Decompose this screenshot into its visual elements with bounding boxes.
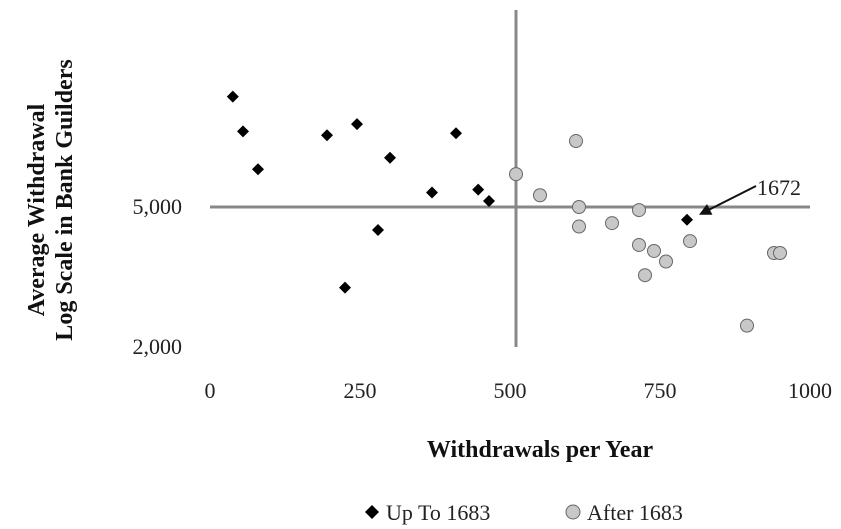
point-after-1683: [533, 188, 547, 203]
point-up-to-1683: [252, 163, 264, 176]
annotation: 1672: [699, 175, 801, 215]
point-up-to-1683: [351, 118, 363, 131]
point-after-1683: [659, 254, 673, 269]
point-after-1683: [632, 237, 646, 252]
tick-labels: 0 250 500 750 1000 2,000 5,000: [133, 194, 833, 403]
point-after-1683: [572, 219, 586, 234]
x-tick-label: 0: [205, 378, 216, 403]
point-after-1683: [605, 216, 619, 231]
x-tick-label: 1000: [788, 378, 832, 403]
point-up-to-1683: [483, 195, 495, 208]
point-up-to-1683: [681, 213, 693, 226]
legend-label-after-1683: After 1683: [587, 500, 683, 525]
annotation-arrow: [704, 185, 757, 213]
x-tick-label: 500: [494, 378, 527, 403]
point-after-1683: [509, 167, 523, 182]
x-tick-label: 750: [644, 378, 677, 403]
point-after-1683: [638, 268, 652, 283]
reference-lines: [210, 10, 810, 347]
point-up-to-1683: [384, 151, 396, 164]
point-after-1683: [773, 246, 787, 261]
point-after-1683: [683, 234, 697, 249]
point-after-1683: [569, 134, 583, 149]
point-after-1683: [632, 203, 646, 218]
x-tick-label: 250: [344, 378, 377, 403]
point-up-to-1683: [450, 127, 462, 140]
point-up-to-1683: [226, 90, 239, 103]
legend-marker-up-to-1683: [365, 505, 379, 519]
annotation-arrowhead: [699, 203, 713, 215]
y-axis-title-line1: Average Withdrawal: [24, 103, 50, 316]
point-after-1683: [647, 243, 661, 258]
legend-label-up-to-1683: Up To 1683: [386, 500, 490, 525]
legend: Up To 1683 After 1683: [365, 500, 683, 525]
legend-marker-after-1683: [565, 504, 581, 520]
data-points: [226, 90, 787, 333]
point-up-to-1683: [237, 125, 249, 138]
point-up-to-1683: [426, 186, 438, 199]
y-axis-title-line2: Log Scale in Bank Guilders: [52, 59, 78, 340]
point-up-to-1683: [339, 281, 351, 294]
y-tick-label: 5,000: [133, 194, 183, 219]
point-up-to-1683: [472, 183, 485, 196]
point-after-1683: [740, 318, 754, 333]
x-axis-title: Withdrawals per Year: [427, 437, 654, 463]
y-tick-label: 2,000: [133, 334, 183, 359]
point-up-to-1683: [321, 129, 333, 142]
point-up-to-1683: [372, 224, 384, 237]
point-after-1683: [572, 200, 586, 214]
annotation-label: 1672: [757, 175, 801, 200]
